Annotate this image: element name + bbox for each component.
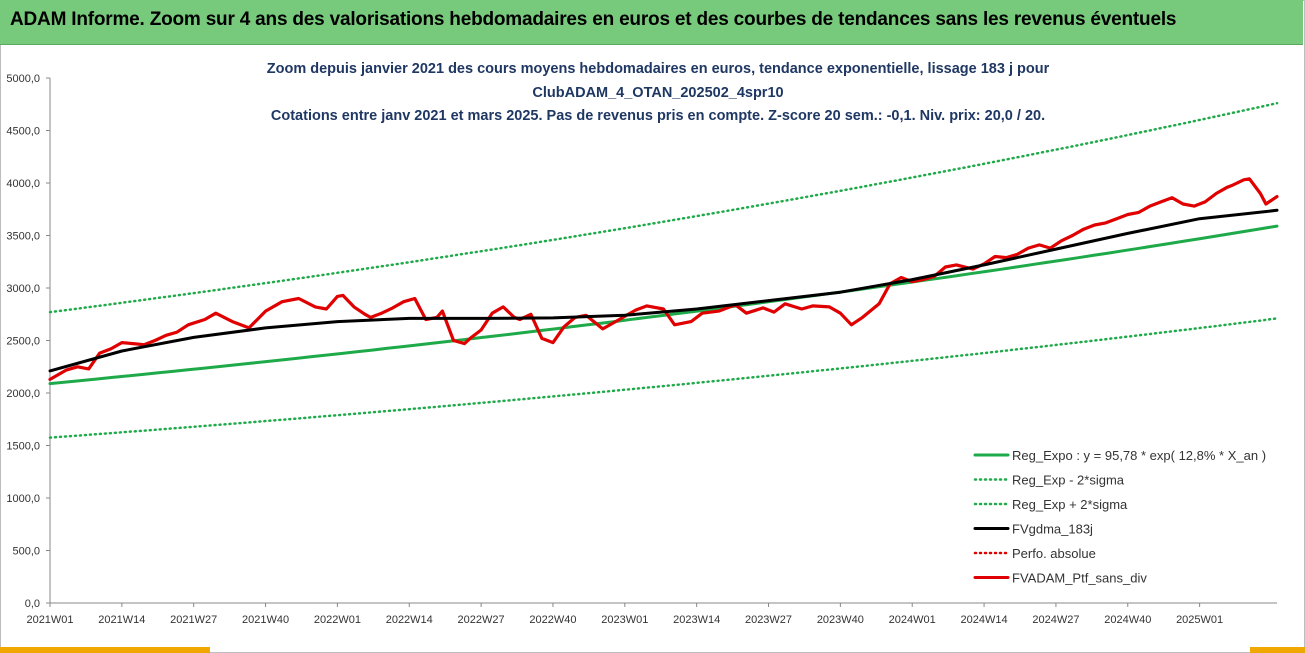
chart-series bbox=[48, 101, 1279, 439]
y-tick-label: 2500,0 bbox=[6, 336, 40, 348]
y-tick-label: 0,0 bbox=[25, 598, 40, 610]
x-tick-label: 2024W27 bbox=[1032, 614, 1079, 626]
series-line-3 bbox=[48, 101, 1279, 314]
bottom-accent-bar-right bbox=[1250, 647, 1305, 653]
series-line-1 bbox=[48, 224, 1279, 386]
chart-title-line-2: ClubADAM_4_OTAN_202502_4spr10 bbox=[532, 85, 783, 101]
x-tick-label: 2021W14 bbox=[98, 614, 145, 626]
y-tick-label: 1500,0 bbox=[6, 441, 40, 453]
legend-label-5: Perfo. absolue bbox=[1012, 546, 1096, 561]
x-tick-label: 2022W01 bbox=[314, 614, 361, 626]
page-title: ADAM Informe. Zoom sur 4 ans des valoris… bbox=[10, 9, 1177, 30]
x-tick-label: 2022W14 bbox=[386, 614, 433, 626]
y-tick-label: 5000,0 bbox=[6, 73, 40, 85]
x-tick-label: 2024W14 bbox=[961, 614, 1008, 626]
x-tick-label: 2022W27 bbox=[458, 614, 505, 626]
x-tick-label: 2024W01 bbox=[889, 614, 936, 626]
legend-label-2: Reg_Exp - 2*sigma bbox=[1012, 473, 1125, 488]
chart-title-line-3: Cotations entre janv 2021 et mars 2025. … bbox=[271, 108, 1045, 124]
x-tick-label: 2023W40 bbox=[817, 614, 864, 626]
y-tick-label: 1000,0 bbox=[6, 493, 40, 505]
chart-title: Zoom depuis janvier 2021 des cours moyen… bbox=[267, 61, 1050, 124]
bottom-accent-bar bbox=[0, 647, 210, 653]
y-tick-label: 500,0 bbox=[12, 546, 40, 558]
y-tick-label: 2000,0 bbox=[6, 388, 40, 400]
legend-label-3: Reg_Exp + 2*sigma bbox=[1012, 497, 1128, 512]
series-line-4 bbox=[48, 208, 1279, 373]
series-line-2 bbox=[48, 317, 1279, 439]
x-tick-label: 2021W40 bbox=[242, 614, 289, 626]
x-tick-label: 2023W01 bbox=[601, 614, 648, 626]
x-tick-label: 2024W40 bbox=[1104, 614, 1151, 626]
y-tick-label: 3500,0 bbox=[6, 231, 40, 243]
series-line-6 bbox=[48, 177, 1279, 381]
chart-title-line-1: Zoom depuis janvier 2021 des cours moyen… bbox=[267, 61, 1050, 77]
x-tick-label: 2023W14 bbox=[673, 614, 720, 626]
header-bar: ADAM Informe. Zoom sur 4 ans des valoris… bbox=[0, 0, 1303, 45]
y-tick-label: 3000,0 bbox=[6, 283, 40, 295]
y-tick-label: 4000,0 bbox=[6, 178, 40, 190]
chart-legend: Reg_Expo : y = 95,78 * exp( 12,8% * X_an… bbox=[973, 448, 1266, 586]
legend-label-4: FVgdma_183j bbox=[1012, 522, 1093, 537]
x-tick-label: 2025W01 bbox=[1176, 614, 1223, 626]
legend-label-1: Reg_Expo : y = 95,78 * exp( 12,8% * X_an… bbox=[1012, 448, 1266, 463]
y-tick-label: 4500,0 bbox=[6, 126, 40, 138]
legend-label-6: FVADAM_Ptf_sans_div bbox=[1012, 571, 1147, 586]
x-tick-label: 2022W40 bbox=[529, 614, 576, 626]
x-tick-label: 2021W01 bbox=[26, 614, 73, 626]
chart-axes: 0,0 500,0 1000,0 1500,0 2000,0 2500,0 3000,0 35… bbox=[6, 73, 1277, 626]
x-tick-label: 2023W27 bbox=[745, 614, 792, 626]
x-tick-label: 2021W27 bbox=[170, 614, 217, 626]
